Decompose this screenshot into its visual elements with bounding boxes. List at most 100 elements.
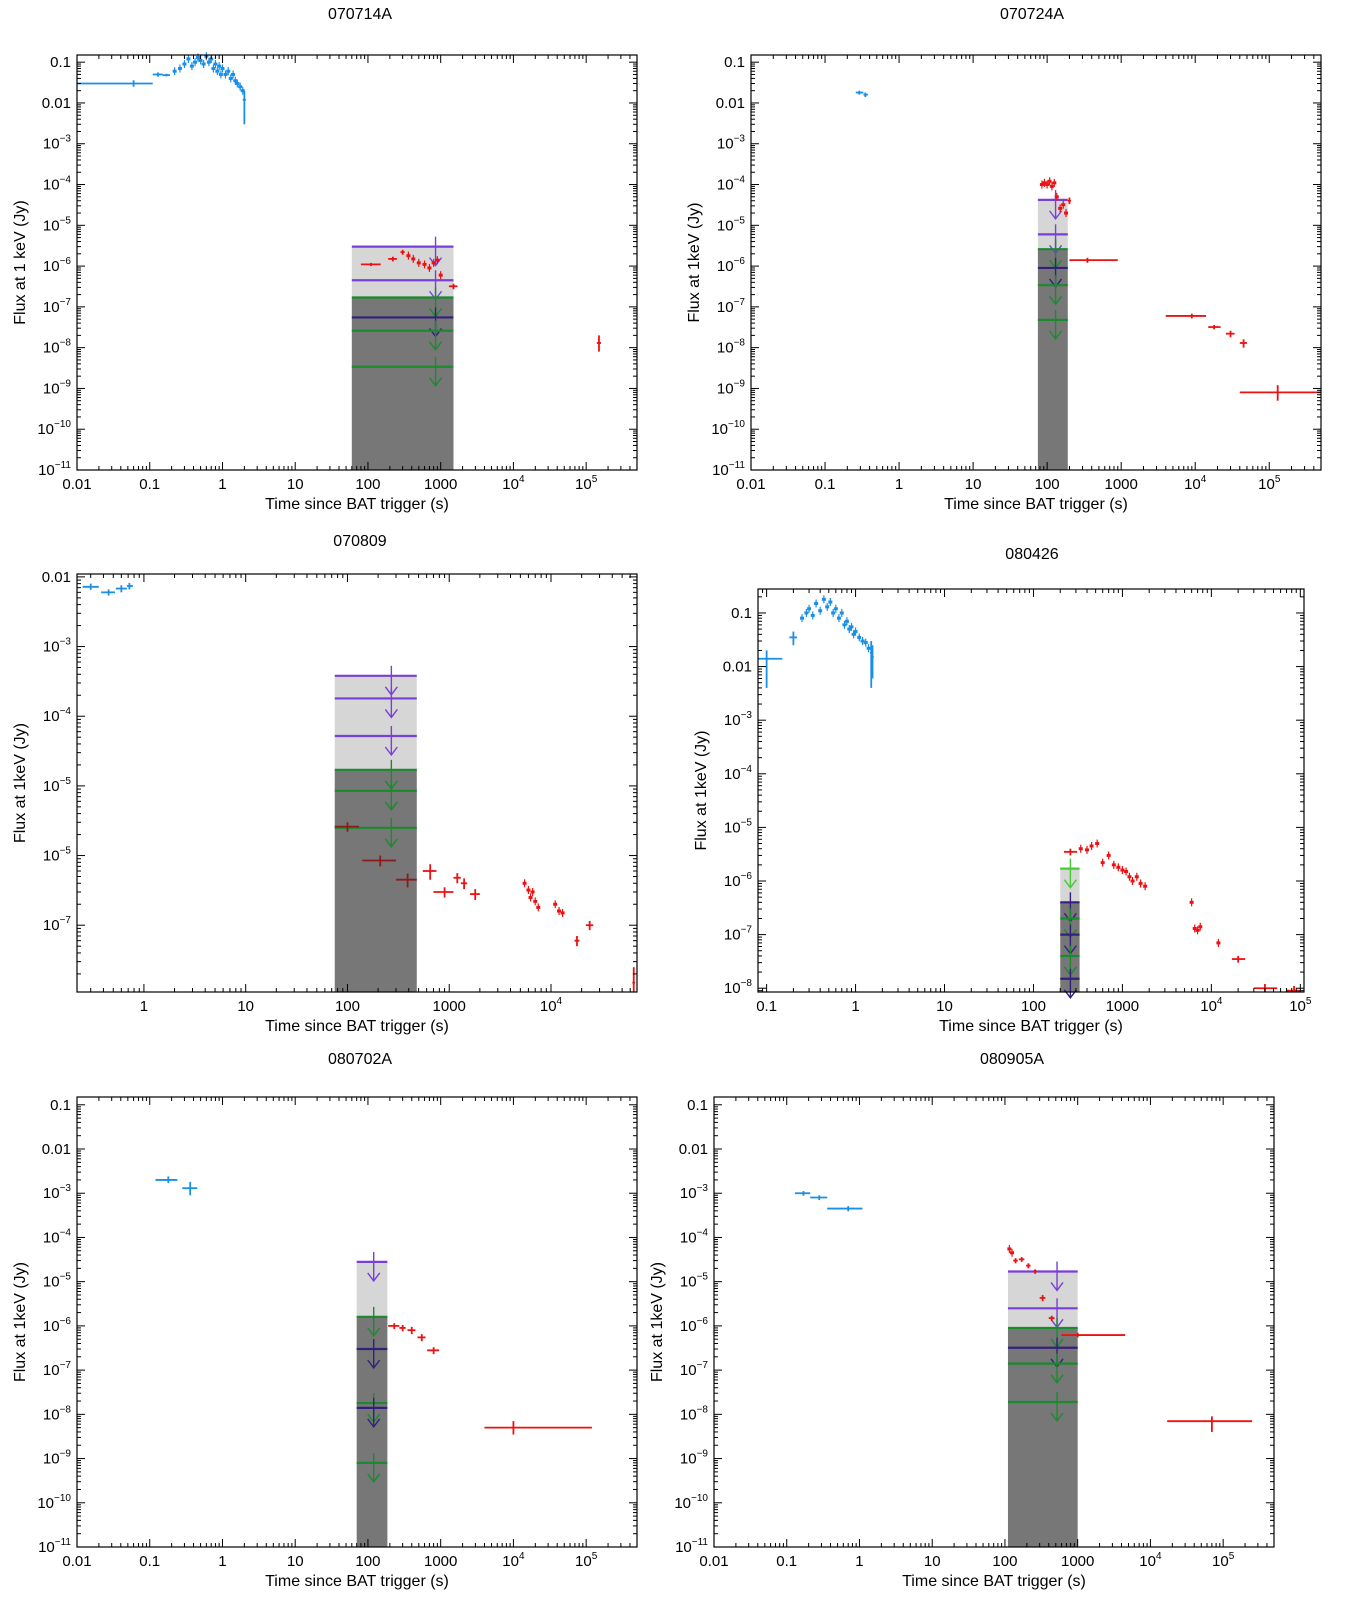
y-tick-label: 10−7 (717, 297, 746, 316)
x-tick-label: 1000 (1106, 998, 1139, 1015)
data-point (240, 89, 245, 93)
data-point (1039, 183, 1044, 187)
data-point (814, 602, 819, 606)
y-tick-label: 0.01 (42, 1141, 71, 1158)
data-point (217, 64, 222, 68)
upper-limit-arrow-head (367, 1272, 381, 1283)
data-point (406, 254, 411, 258)
upper-limit-arrow-head (384, 746, 398, 757)
y-tick-label: 10−4 (43, 1227, 72, 1246)
upper-limit-arrow-head (384, 838, 398, 848)
data-point (818, 609, 823, 613)
panel-070714A: 0.01 0.1 1 10 100 1000 104 105 0.1 0.01 10−3 10−4 10… (12, 6, 638, 513)
data-point (1130, 879, 1135, 883)
data-point (182, 62, 187, 66)
data-point (416, 261, 421, 265)
y-tick-label: 10−9 (43, 378, 72, 397)
upper-limit-arrow-head (367, 1327, 381, 1338)
x-tick-label: 0.1 (776, 1553, 797, 1570)
panel-080905A: 0.01 0.1 1 10 100 1000 104 105 0.1 0.01 10−3 10−4 10… (649, 1051, 1275, 1590)
data-point (807, 607, 812, 611)
limit-band-dark (334, 769, 417, 992)
data-point (800, 616, 805, 620)
data-point (195, 56, 200, 60)
upper-limit-arrow-head (367, 1473, 381, 1484)
upper-limit-arrow-head (1050, 1412, 1064, 1423)
y-tick-label: 10−4 (717, 175, 746, 194)
data-point (825, 605, 830, 609)
y-tick-label: 0.1 (50, 1097, 71, 1114)
y-tick-label: 10−11 (38, 1537, 71, 1556)
data-point (1216, 941, 1221, 945)
panel-title: 080905A (980, 1051, 1044, 1068)
y-tick-label: 10−11 (712, 460, 745, 479)
x-tick-label: 1000 (1061, 1553, 1094, 1570)
data-point (557, 909, 562, 913)
y-axis-label: Flux at 1keV (Jy) (12, 723, 29, 843)
y-tick-label: 0.1 (731, 605, 752, 622)
y-tick-label: 10−8 (680, 1404, 709, 1423)
y-tick-label: 10−3 (43, 637, 72, 656)
x-tick-label: 0.1 (139, 1553, 160, 1570)
x-tick-label: 104 (502, 1551, 525, 1570)
y-tick-label: 10−10 (674, 1493, 708, 1512)
upper-limit-arrow-head (428, 341, 443, 351)
data-point (1111, 863, 1116, 867)
data-point (238, 85, 243, 89)
x-tick-label: 100 (992, 1553, 1017, 1570)
upper-limit-arrow-head (384, 801, 398, 811)
data-point (422, 262, 427, 266)
y-tick-label: 10−7 (724, 925, 753, 944)
upper-limit-arrow-head (1063, 879, 1077, 889)
x-tick-label: 100 (355, 476, 380, 493)
y-tick-label: 10−4 (724, 764, 753, 783)
data-point (213, 62, 218, 66)
x-tick-label: 0.01 (62, 476, 91, 493)
data-point (1124, 870, 1129, 874)
data-point (411, 257, 416, 261)
upper-limit-arrow-head (428, 377, 443, 387)
panel-080426: 0.1 1 10 100 1000 104 105 0.1 0.01 10−3 10−4 10−5 10… (693, 546, 1312, 1035)
data-point (1195, 928, 1200, 932)
data-point (235, 82, 240, 86)
upper-limit-arrow-head (1050, 1374, 1064, 1384)
y-tick-label: 10−3 (724, 710, 753, 729)
x-axis-label: Time since BAT trigger (s) (944, 496, 1128, 513)
data-point (186, 57, 191, 61)
panel-070724A: 0.01 0.1 1 10 100 1000 104 105 0.1 0.01 10−3 10−4 10… (686, 6, 1322, 513)
y-tick-label: 10−5 (680, 1272, 709, 1291)
y-tick-label: 10−3 (43, 134, 72, 153)
data-point (226, 69, 231, 73)
x-tick-label: 0.1 (756, 998, 777, 1015)
data-point (1052, 181, 1057, 185)
data-point (530, 890, 535, 894)
x-axis-label: Time since BAT trigger (s) (902, 1573, 1086, 1590)
data-point (1192, 927, 1197, 931)
y-axis-label: Flux at 1keV (Jy) (686, 202, 703, 322)
data-point (1143, 884, 1148, 888)
data-point (1095, 842, 1100, 846)
x-axis-label: Time since BAT trigger (s) (939, 1018, 1123, 1035)
y-tick-label: 10−8 (43, 1404, 72, 1423)
data-point (1047, 179, 1052, 183)
y-tick-label: 0.1 (50, 54, 71, 71)
y-tick-label: 0.1 (687, 1097, 708, 1114)
x-tick-label: 104 (1200, 996, 1223, 1015)
data-point (810, 613, 815, 617)
data-point (526, 888, 531, 892)
data-point (228, 76, 233, 80)
y-tick-label: 0.01 (42, 569, 71, 586)
data-point (431, 261, 436, 265)
data-point (206, 60, 211, 64)
x-tick-label: 105 (575, 474, 598, 493)
plot-frame (76, 573, 638, 993)
y-tick-label: 10−10 (711, 419, 745, 438)
data-point (193, 60, 198, 64)
data-point (1049, 184, 1054, 188)
y-tick-label: 10−4 (43, 175, 72, 194)
x-tick-label: 0.01 (736, 476, 765, 493)
x-tick-label: 10 (924, 1553, 941, 1570)
x-tick-label: 10 (936, 998, 953, 1015)
x-tick-label: 1000 (433, 998, 466, 1015)
data-point (1138, 881, 1143, 885)
